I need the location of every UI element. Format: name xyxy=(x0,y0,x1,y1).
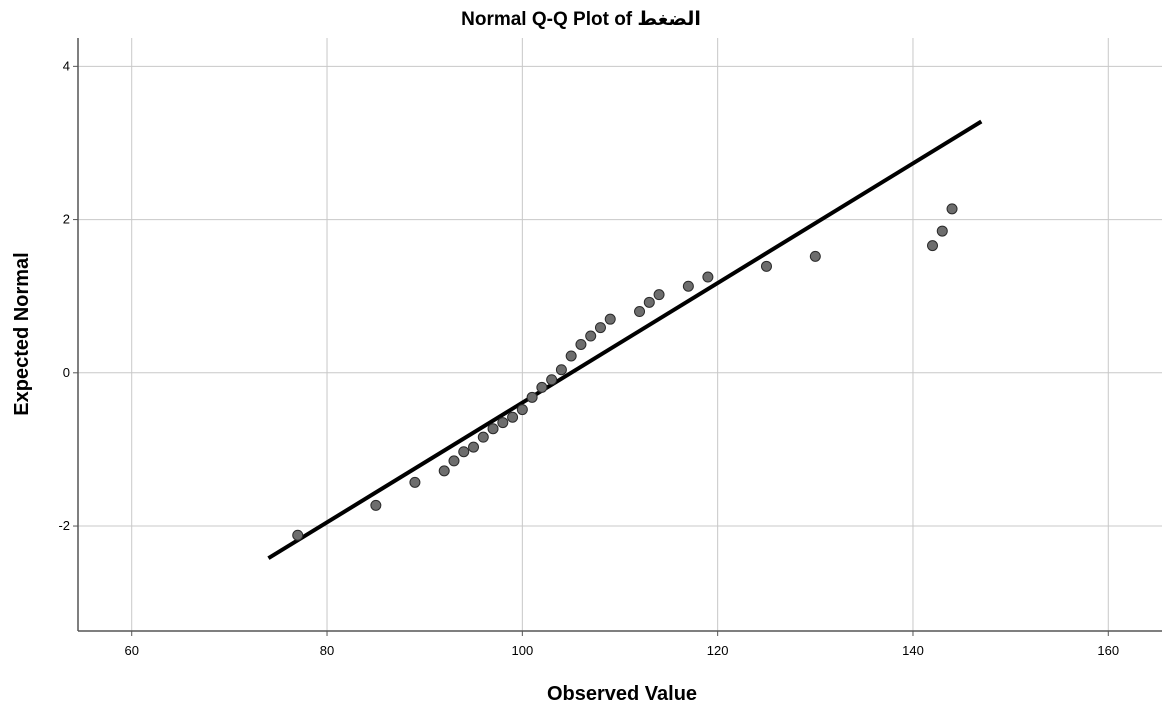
data-point xyxy=(516,404,528,416)
data-point xyxy=(477,431,489,443)
grid-lines xyxy=(78,38,1162,631)
x-tick-label: 80 xyxy=(320,643,334,658)
data-point xyxy=(292,529,304,541)
x-tick-label: 100 xyxy=(511,643,533,658)
data-point xyxy=(936,225,948,237)
data-point xyxy=(458,446,470,458)
data-point xyxy=(946,203,958,215)
x-axis-label: Observed Value xyxy=(547,683,697,705)
x-tick-label: 140 xyxy=(902,643,924,658)
data-points xyxy=(292,203,958,541)
x-tick-label: 60 xyxy=(124,643,138,658)
data-point xyxy=(438,465,450,477)
data-point xyxy=(585,330,597,342)
data-point xyxy=(448,455,460,467)
data-point xyxy=(702,271,714,283)
data-point xyxy=(370,499,382,511)
data-point xyxy=(536,381,548,393)
data-point xyxy=(575,338,587,350)
data-point xyxy=(927,240,939,252)
y-tick-label: 0 xyxy=(63,365,70,380)
tick-labels: 60 80 100 120 140 160 -2 0 2 4 xyxy=(58,58,1119,658)
data-point xyxy=(653,289,665,301)
data-point xyxy=(682,280,694,292)
data-point xyxy=(546,374,558,386)
data-point xyxy=(497,417,509,429)
data-point xyxy=(468,441,480,453)
data-point xyxy=(760,260,772,272)
y-axis-label: Expected Normal xyxy=(11,252,33,415)
reference-line xyxy=(267,119,983,560)
data-point xyxy=(555,364,567,376)
y-tick-label: 2 xyxy=(63,212,70,227)
data-point xyxy=(507,411,519,423)
data-point xyxy=(594,322,606,334)
axes xyxy=(73,38,1162,636)
x-tick-label: 160 xyxy=(1097,643,1119,658)
data-point xyxy=(526,391,538,403)
y-tick-label: -2 xyxy=(58,518,70,533)
reference-line-group xyxy=(267,119,983,560)
chart-title: Normal Q-Q Plot of الضغط xyxy=(461,9,701,30)
data-point xyxy=(565,350,577,362)
data-point xyxy=(409,476,421,488)
data-point xyxy=(643,296,655,308)
data-point xyxy=(604,313,616,325)
data-point xyxy=(487,423,499,435)
y-tick-label: 4 xyxy=(63,58,70,73)
data-point xyxy=(809,250,821,262)
x-tick-label: 120 xyxy=(707,643,729,658)
data-point xyxy=(634,306,646,318)
